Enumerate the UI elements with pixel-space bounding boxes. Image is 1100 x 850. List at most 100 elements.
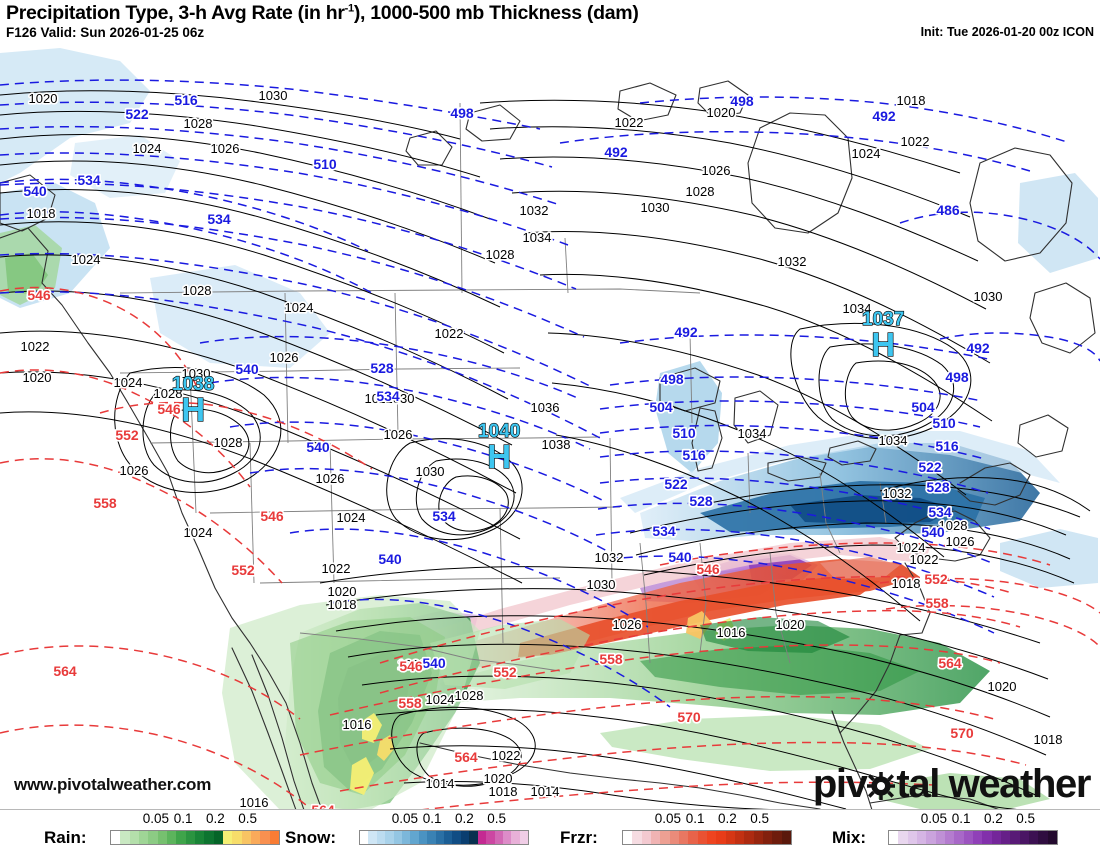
header: Precipitation Type, 3-h Avg Rate (in hr-… xyxy=(0,0,1100,43)
thickness-contour-nw2 xyxy=(0,211,373,294)
border-horizontal-1 xyxy=(119,367,521,374)
colorbar-swatch xyxy=(697,831,707,844)
colorbar-swatch xyxy=(477,831,487,844)
colorbar-mix[interactable] xyxy=(888,830,1058,845)
colorbar-swatch xyxy=(762,831,773,844)
thickness-contour-nw xyxy=(0,178,369,252)
isobar xyxy=(523,230,991,364)
colorbar-group-snow: Snow: 0.05 0.1 0.2 0.5 xyxy=(285,811,529,850)
colorbar-swatch xyxy=(402,831,411,844)
colorbar-group-mix: Mix: 0.05 0.1 0.2 0.5 xyxy=(832,811,1058,850)
init-time-label: Init: Tue 2026-01-20 00z ICON xyxy=(920,25,1094,39)
isobar xyxy=(551,382,945,558)
colorbar-swatch xyxy=(204,831,214,844)
isobar xyxy=(643,544,1075,584)
coastline-labrador xyxy=(1029,282,1096,354)
isobar-high-closed xyxy=(790,322,972,440)
border-vertical-2 xyxy=(394,292,399,434)
isobar xyxy=(0,134,491,220)
colorbar-ticks-frzr: 0.05 0.1 0.2 0.5 xyxy=(622,811,792,829)
colorbar-tick-label: 0.05 xyxy=(920,811,948,826)
colorbar-swatch xyxy=(926,831,936,844)
thickness-contour-528 xyxy=(0,216,585,338)
thickness-contour-east-522 xyxy=(599,477,991,530)
colorbar-swatch xyxy=(138,831,149,844)
isobar-high-closed xyxy=(386,438,523,541)
colorbar-tick-label: 0.05 xyxy=(654,811,682,826)
colorbar-swatch xyxy=(982,831,992,844)
isobar xyxy=(0,254,509,400)
isobar xyxy=(0,160,496,264)
colorbar-swatch xyxy=(1038,831,1048,844)
colorbar-swatch xyxy=(494,831,503,844)
colorbar-tick-label: 0.05 xyxy=(142,811,170,826)
colorbar-group-frzr: Frzr: 0.05 0.1 0.2 0.5 xyxy=(560,811,792,850)
colorbar-swatch xyxy=(641,831,651,844)
border-vertical-10 xyxy=(609,437,613,584)
colorbar-swatch xyxy=(435,831,445,844)
colorbar-swatch xyxy=(185,831,195,844)
thickness-contour-546d xyxy=(659,542,1051,566)
pressure-high-value: 1040 xyxy=(477,421,521,442)
thickness-contour-552 xyxy=(0,369,251,488)
thickness-contour-510 xyxy=(0,125,561,206)
lake-superior xyxy=(659,367,721,412)
colorbar-tick-label: 0.1 xyxy=(685,811,705,826)
colorbar-frzr[interactable] xyxy=(622,830,792,845)
colorbar-swatch xyxy=(678,831,689,844)
isobar xyxy=(499,156,979,262)
colorbar-swatch xyxy=(725,831,735,844)
colorbar-swatch xyxy=(744,831,754,844)
pressure-high-letter: H xyxy=(181,391,206,428)
isobar xyxy=(0,411,523,584)
colorbar-swatch xyxy=(1010,831,1020,844)
isobar-high-closed xyxy=(415,458,515,536)
colorbar-swatch xyxy=(935,831,945,844)
isobar-closed-low xyxy=(391,706,536,786)
thickness-warm-layer xyxy=(0,286,1100,809)
isobar xyxy=(511,190,987,310)
thickness-contour-540 xyxy=(0,291,603,440)
isobar xyxy=(0,221,505,354)
precip-rain-core-yellow-4 xyxy=(686,611,712,639)
colorbar-tick-label: 0.5 xyxy=(487,811,507,826)
thickness-contour-546b xyxy=(99,401,373,470)
colorbar-swatch xyxy=(148,831,158,844)
border-se-2 xyxy=(769,552,791,664)
thickness-contour-516 xyxy=(0,152,569,246)
precip-rain-green-deep-se xyxy=(700,617,850,653)
colorbar-swatch xyxy=(469,831,478,844)
colorbar-rain[interactable] xyxy=(110,830,280,845)
thickness-contour-558c xyxy=(885,604,1100,648)
colorbar-swatch xyxy=(111,831,121,844)
isobar-high-closed xyxy=(818,343,955,437)
colorbar-swatch xyxy=(385,831,394,844)
precip-frzr-small-east xyxy=(820,557,900,579)
isobar-closed-low xyxy=(416,727,522,787)
thickness-contour-552b xyxy=(379,609,1021,694)
pressure-high-letter: H xyxy=(871,326,896,363)
precip-rain-core-yellow-3 xyxy=(350,757,374,795)
colorbar-swatch xyxy=(460,831,470,844)
colorbar-swatch xyxy=(519,831,529,844)
border-horizontal-2 xyxy=(149,436,601,444)
border-vertical-11 xyxy=(499,507,504,644)
isobar-high-closed xyxy=(438,475,509,532)
colorbar-tick-label: 0.2 xyxy=(718,811,737,826)
isobar xyxy=(389,745,847,809)
colorbar-swatch xyxy=(1019,831,1029,844)
colorbar-swatch xyxy=(660,831,670,844)
colorbar-swatch xyxy=(120,831,130,844)
colorbar-tick-label: 0.2 xyxy=(984,811,1003,826)
map-svg xyxy=(0,48,1100,809)
colorbar-ticks-mix: 0.05 0.1 0.2 0.5 xyxy=(888,811,1058,829)
colorbar-snow[interactable] xyxy=(359,830,529,845)
map-canvas[interactable]: 1020 1018 1024 1022 1020 1024 1028 1030 1028 1026… xyxy=(0,43,1100,810)
colorbar-swatch xyxy=(376,831,386,844)
pressure-high-marker-1038: 1038 H xyxy=(171,374,214,428)
colorbar-swatch xyxy=(393,831,403,844)
isobar xyxy=(629,500,1067,536)
precip-shading-layer xyxy=(0,48,1098,809)
colorbar-swatch xyxy=(213,831,223,844)
colorbar-swatch xyxy=(669,831,679,844)
